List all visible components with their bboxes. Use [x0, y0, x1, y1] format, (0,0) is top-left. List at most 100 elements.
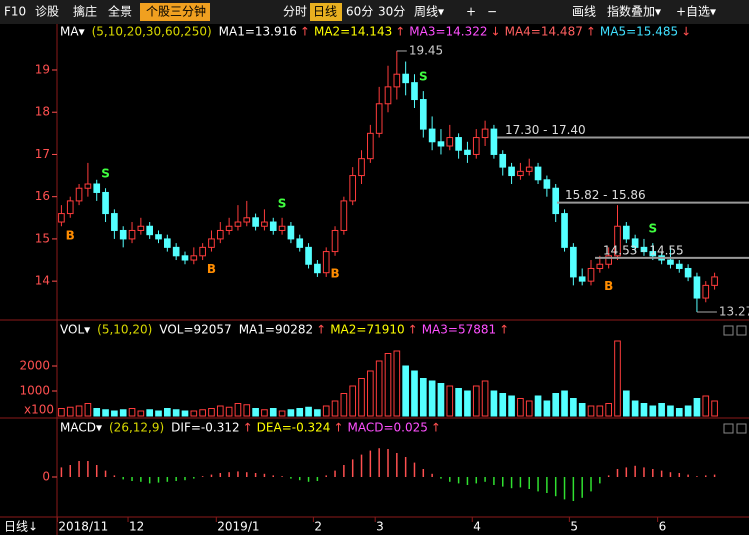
volume-bar [481, 380, 489, 417]
volume-bar [358, 378, 365, 417]
volume-bar [684, 405, 692, 417]
toolbar-button[interactable]: 30分 [378, 5, 405, 19]
toolbar-button[interactable]: 周线▾ [414, 5, 444, 19]
volume-bar [296, 408, 304, 417]
legend-item: DIF=-0.312 [171, 421, 239, 435]
candle-body [411, 82, 418, 101]
close-box[interactable] [736, 325, 747, 336]
volume-bar [402, 365, 409, 417]
toolbar [0, 0, 749, 24]
toolbar-button[interactable]: 日线 [313, 5, 337, 19]
candle-body [305, 246, 312, 265]
toolbar-button[interactable]: 分时 [283, 5, 307, 19]
y-tick-label: 17 [35, 147, 50, 161]
candle-body [252, 217, 259, 227]
volume-bar [561, 390, 568, 417]
period-footer[interactable]: 日线↓ [4, 520, 38, 534]
volume-bar [66, 406, 74, 417]
candle-body [208, 238, 215, 248]
volume-bar [278, 410, 286, 417]
legend-item: (26,12,9) [109, 421, 164, 435]
volume-bar [208, 408, 215, 417]
toolbar-button[interactable]: +自选▾ [676, 5, 716, 19]
legend-item[interactable]: VOL▾ [60, 323, 90, 337]
signal-label: B [207, 262, 216, 276]
candle-body [102, 191, 109, 215]
signal-label: S [419, 70, 428, 84]
candle-body [508, 166, 515, 177]
y-tick-label: 15 [35, 231, 50, 245]
x-tick-label: 12 [129, 520, 144, 534]
volume-bar [578, 403, 586, 417]
toolbar-button[interactable]: + [466, 5, 476, 19]
volume-bar [146, 409, 154, 417]
volume-bar [534, 395, 542, 417]
volume-bar [587, 405, 595, 417]
volume-bar [155, 410, 162, 417]
volume-bar [314, 409, 321, 417]
candle-body [111, 213, 118, 231]
toolbar-button[interactable]: 诊股 [35, 5, 59, 19]
volume-bar [437, 383, 445, 417]
volume-bar [75, 405, 83, 417]
toolbar-button[interactable]: 全景 [108, 4, 132, 19]
legend-item[interactable]: MACD▾ [60, 421, 102, 435]
active-period-bg [310, 3, 342, 21]
candle-body [172, 246, 180, 257]
volume-bar [199, 409, 206, 417]
legend-arrow: ↑ [333, 421, 343, 435]
candle-body [331, 229, 339, 253]
legend-item: MA4=14.487 [505, 25, 583, 39]
volume-bar [570, 398, 577, 417]
candle-body [367, 132, 374, 160]
legend-item: MA1=90282 [239, 323, 313, 337]
legend-item: MACD=0.025 [348, 421, 428, 435]
legend-item: DEA=-0.324 [257, 421, 331, 435]
legend-item: MA3=14.322 [409, 25, 487, 39]
toolbar-button[interactable]: 画线 [572, 5, 596, 19]
toolbar-button[interactable]: 60分 [346, 5, 373, 19]
volume-bar [508, 395, 515, 417]
legend-arrow: ↓ [491, 25, 501, 39]
toolbar-button[interactable]: 指数叠加▾ [607, 4, 661, 19]
volume-bar [111, 410, 118, 417]
y-tick-label: 16 [35, 189, 50, 203]
toolbar-button[interactable]: F10 [4, 5, 26, 19]
active-tab-bg [140, 3, 210, 21]
legend-item: (5,10,20,30,60,250) [92, 25, 212, 39]
toolbar-button[interactable]: 个股三分钟 [146, 4, 206, 19]
volume-bar [490, 390, 498, 417]
candle-body [446, 137, 454, 147]
candle-body [314, 263, 321, 274]
candle-body [358, 158, 365, 177]
legend-item[interactable]: MA▾ [60, 25, 85, 39]
volume-bar [517, 398, 524, 417]
low-label: 13.27 [719, 304, 749, 318]
signal-label: B [330, 266, 339, 280]
x-tick-label: 2018/11 [58, 520, 108, 534]
candle-body [75, 187, 83, 202]
toolbar-button[interactable]: − [487, 5, 497, 19]
volume-bar [305, 406, 312, 417]
close-box[interactable] [723, 325, 734, 336]
candle-body [190, 255, 198, 261]
close-box[interactable] [723, 423, 734, 434]
candle-body [605, 255, 612, 265]
volume-bar [367, 370, 374, 417]
volume-bar [640, 403, 648, 417]
volume-bar [384, 353, 392, 417]
legend-arrow: ↑ [395, 25, 405, 39]
candle-body [437, 141, 445, 147]
toolbar-button[interactable]: 擒庄 [73, 4, 97, 19]
y-tick-label: 14 [35, 274, 50, 288]
candle-body [570, 246, 577, 278]
candle-body [402, 73, 409, 84]
volume-bar [261, 409, 268, 417]
candle-body [711, 276, 718, 286]
close-box[interactable] [736, 423, 747, 434]
volume-bar [119, 409, 127, 417]
volume-bar [137, 410, 145, 417]
y-tick-label: 1000 [19, 384, 50, 398]
volume-bar [181, 410, 189, 417]
